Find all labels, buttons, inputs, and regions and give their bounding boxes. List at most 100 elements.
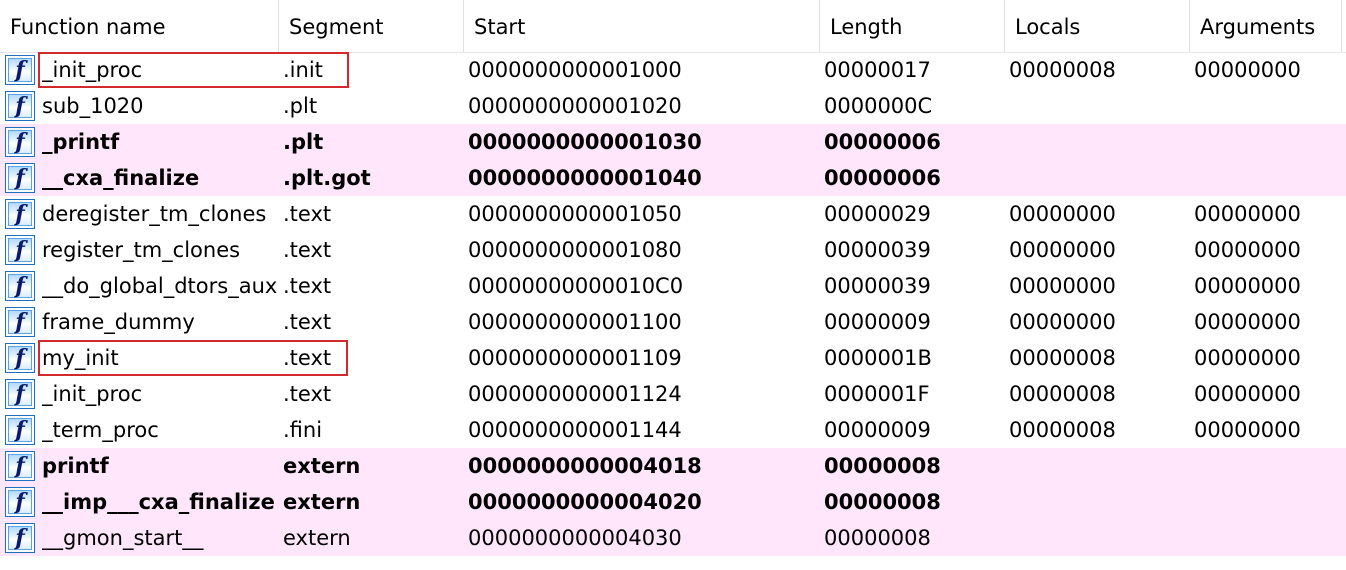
segment-cell: .fini — [283, 418, 323, 442]
function-icon-glyph: f — [15, 93, 25, 119]
arguments-cell — [1194, 88, 1344, 124]
length-cell: 0000001B — [824, 346, 932, 370]
function-icon: f — [5, 163, 35, 193]
locals-cell: 00000000 — [1009, 202, 1116, 226]
length-cell: 00000008 — [824, 454, 941, 478]
function-name-cell: __gmon_start__ — [42, 526, 204, 550]
column-header-segment[interactable]: Segment — [279, 0, 464, 52]
table-row[interactable]: f __cxa_finalize .plt.got 0000000000001040 0… — [0, 160, 1346, 196]
length-cell: 00000006 — [824, 130, 941, 154]
arguments-cell: 00000000 — [1194, 202, 1301, 226]
start-address-cell: 0000000000001109 — [468, 346, 682, 370]
arguments-cell: 00000000 — [1194, 238, 1301, 262]
table-row[interactable]: f __do_global_dtors_aux .text 0000000000001… — [0, 268, 1346, 304]
function-name-cell: printf — [42, 454, 109, 478]
locals-cell — [1009, 520, 1189, 556]
locals-cell — [1009, 160, 1189, 196]
function-icon: f — [5, 127, 35, 157]
start-address-cell: 0000000000001144 — [468, 418, 682, 442]
function-name-cell: _printf — [42, 130, 120, 154]
segment-cell: .plt.got — [283, 166, 371, 190]
length-cell: 00000006 — [824, 166, 941, 190]
function-icon: f — [5, 199, 35, 229]
segment-cell: .text — [283, 202, 332, 226]
arguments-cell — [1194, 160, 1344, 196]
function-icon: f — [5, 487, 35, 517]
table-row[interactable]: f register_tm_clones .text 0000000000001080… — [0, 232, 1346, 268]
function-name-cell: deregister_tm_clones — [42, 202, 267, 226]
column-header-locals[interactable]: Locals — [1005, 0, 1190, 52]
length-cell: 00000009 — [824, 418, 931, 442]
start-address-cell: 0000000000004018 — [468, 454, 702, 478]
arguments-cell: 00000000 — [1194, 274, 1301, 298]
length-cell: 00000039 — [824, 274, 931, 298]
function-icon-glyph: f — [15, 417, 25, 443]
start-address-cell: 0000000000004020 — [468, 490, 702, 514]
length-cell: 00000029 — [824, 202, 931, 226]
table-row[interactable]: f my_init .text 0000000000001109 0000001B 000… — [0, 340, 1346, 376]
locals-cell: 00000008 — [1009, 346, 1116, 370]
function-icon: f — [5, 91, 35, 121]
arguments-cell: 00000000 — [1194, 418, 1301, 442]
function-icon-glyph: f — [15, 129, 25, 155]
function-icon-glyph: f — [15, 345, 25, 371]
segment-cell: .init — [283, 58, 323, 82]
function-name-cell: sub_1020 — [42, 94, 144, 118]
table-row[interactable]: f _printf .plt 0000000000001030 00000006 — [0, 124, 1346, 160]
table-row[interactable]: f __imp___cxa_finalize extern 0000000000004… — [0, 484, 1346, 520]
locals-cell — [1009, 448, 1189, 484]
table-row[interactable]: f deregister_tm_clones .text 00000000000010… — [0, 196, 1346, 232]
table-row[interactable]: f __gmon_start__ extern 0000000000004030 000… — [0, 520, 1346, 556]
table-row[interactable]: f frame_dummy .text 0000000000001100 0000000… — [0, 304, 1346, 340]
start-address-cell: 0000000000001040 — [468, 166, 702, 190]
segment-cell: .text — [283, 382, 332, 406]
segment-cell: .plt — [283, 94, 318, 118]
function-name-cell: frame_dummy — [42, 310, 195, 334]
arguments-cell — [1194, 484, 1344, 520]
column-header-function-name[interactable]: Function name — [0, 0, 279, 52]
function-icon-glyph: f — [15, 201, 25, 227]
start-address-cell: 0000000000001050 — [468, 202, 682, 226]
start-address-cell: 0000000000001030 — [468, 130, 702, 154]
function-icon: f — [5, 451, 35, 481]
function-icon: f — [5, 379, 35, 409]
locals-cell: 00000008 — [1009, 382, 1116, 406]
table-header: Function name Segment Start Length Local… — [0, 0, 1346, 53]
start-address-cell: 0000000000001020 — [468, 94, 682, 118]
function-icon-glyph: f — [15, 453, 25, 479]
table-row[interactable]: f _init_proc .init 0000000000001000 00000017… — [0, 52, 1346, 88]
function-icon-glyph: f — [15, 273, 25, 299]
locals-cell — [1009, 88, 1189, 124]
column-header-length[interactable]: Length — [820, 0, 1005, 52]
function-name-cell: my_init — [42, 346, 119, 370]
table-row[interactable]: f _term_proc .fini 0000000000001144 00000009… — [0, 412, 1346, 448]
table-row[interactable]: f _init_proc .text 0000000000001124 0000001F… — [0, 376, 1346, 412]
function-name-cell: register_tm_clones — [42, 238, 241, 262]
start-address-cell: 0000000000001124 — [468, 382, 682, 406]
segment-cell: .plt — [283, 130, 324, 154]
table-row[interactable]: f printf extern 0000000000004018 00000008 — [0, 448, 1346, 484]
function-icon: f — [5, 55, 35, 85]
segment-cell: .text — [283, 310, 332, 334]
scroll-area-bottom — [0, 556, 1346, 570]
column-header-arguments[interactable]: Arguments — [1190, 0, 1342, 52]
start-address-cell: 0000000000001000 — [468, 58, 682, 82]
length-cell: 00000009 — [824, 310, 931, 334]
arguments-cell: 00000000 — [1194, 58, 1301, 82]
start-address-cell: 0000000000001100 — [468, 310, 682, 334]
start-address-cell: 00000000000010C0 — [468, 274, 684, 298]
function-icon-glyph: f — [15, 489, 25, 515]
locals-cell — [1009, 484, 1189, 520]
column-header-start[interactable]: Start — [464, 0, 820, 52]
table-row[interactable]: f sub_1020 .plt 0000000000001020 0000000C — [0, 88, 1346, 124]
start-address-cell: 0000000000001080 — [468, 238, 682, 262]
length-cell: 00000017 — [824, 58, 931, 82]
length-cell: 00000008 — [824, 526, 931, 550]
function-name-cell: _term_proc — [42, 418, 159, 442]
start-address-cell: 0000000000004030 — [468, 526, 682, 550]
length-cell: 00000039 — [824, 238, 931, 262]
segment-cell: .text — [283, 346, 332, 370]
length-cell: 0000000C — [824, 94, 933, 118]
function-icon-glyph: f — [15, 57, 25, 83]
function-icon: f — [5, 271, 35, 301]
